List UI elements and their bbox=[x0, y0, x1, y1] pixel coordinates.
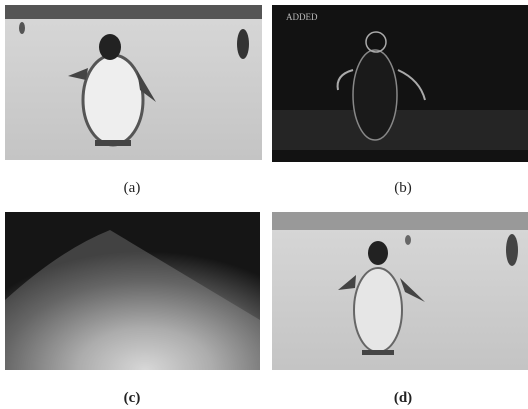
panel-label: (d) bbox=[394, 390, 412, 406]
panel-a-image bbox=[5, 5, 262, 160]
panel-label: (c) bbox=[124, 390, 141, 406]
panel-label: (b) bbox=[394, 180, 412, 196]
figure-canvas: ADDED (a) (b) (c) (d) bbox=[0, 0, 528, 409]
panel-label: (a) bbox=[124, 180, 141, 196]
svg-text:ADDED: ADDED bbox=[286, 12, 318, 22]
panel-c-image bbox=[5, 212, 260, 370]
panel-d-image bbox=[272, 212, 528, 370]
panel-b-image: ADDED bbox=[272, 5, 528, 162]
figure: ADDED (a) (b) (c) (d) bbox=[0, 0, 528, 409]
